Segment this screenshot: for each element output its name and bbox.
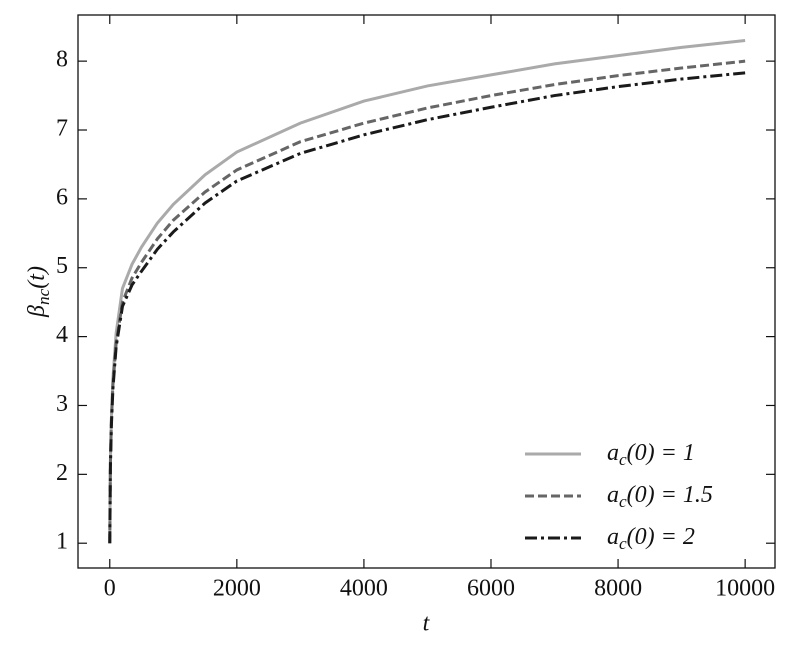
x-axis-label: t (423, 611, 431, 637)
plot-frame (77, 14, 776, 569)
x-tick-label: 0 (104, 576, 116, 602)
y-tick-label: 1 (56, 529, 68, 555)
y-tick-label: 7 (56, 116, 68, 142)
series-line (108, 71, 746, 544)
series-line (108, 59, 746, 544)
x-tick-label: 8000 (594, 576, 642, 602)
legend-label: ac(0) = 1 (607, 440, 695, 469)
y-tick-label: 6 (56, 184, 68, 210)
y-tick-label: 2 (56, 460, 68, 486)
y-tick-label: 3 (56, 391, 68, 417)
y-axis-label: βnc(t) (24, 266, 53, 318)
x-tick-label: 4000 (340, 576, 388, 602)
y-tick-label: 8 (56, 47, 68, 73)
y-tick-label: 4 (56, 322, 68, 348)
legend-label: ac(0) = 1.5 (607, 482, 713, 511)
y-tick-label: 5 (56, 253, 68, 279)
x-tick-label: 10000 (715, 576, 775, 602)
legend-label: ac(0) = 2 (607, 524, 695, 553)
x-tick-label: 6000 (467, 576, 515, 602)
x-tick-label: 2000 (213, 576, 261, 602)
series-line (108, 38, 746, 544)
